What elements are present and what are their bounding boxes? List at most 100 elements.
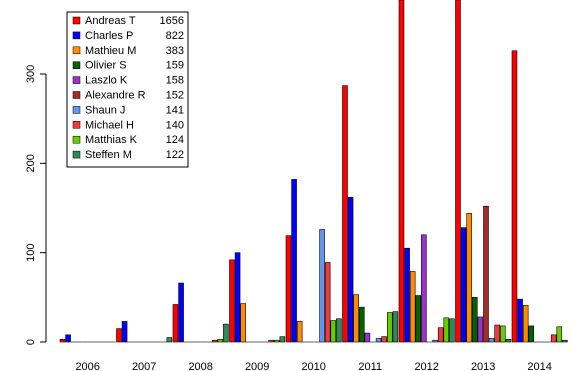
bar-michael-h-2011 [381, 336, 387, 343]
bar-charles-p-2007 [121, 321, 128, 343]
legend-label-shaun-j: Shaun J [85, 104, 125, 116]
bar-michael-h-2012 [437, 327, 444, 343]
bar-shaun-j-2010 [319, 229, 325, 343]
y-tick-label-300: 300 [25, 65, 37, 83]
bar-matthias-k-2014 [556, 326, 563, 343]
bar-matthias-k-2013 [499, 325, 506, 343]
legend-label-laszlo-k: Laszlo K [85, 75, 128, 87]
legend-total-laszlo-k: 158 [166, 75, 184, 87]
x-tick-label-2008: 2008 [188, 361, 212, 371]
y-axis: 0 100 200 300 [25, 65, 47, 345]
x-tick-label-2007: 2007 [132, 361, 156, 371]
bar-andreas-t-2012 [398, 0, 405, 343]
legend: Andreas T 1656 Charles P 822 Mathieu M 383 Oli… [66, 11, 189, 168]
bar-michael-h-2008 [211, 339, 218, 343]
legend-swatch-steffen-m [72, 150, 81, 159]
bar-charles-p-2013 [460, 227, 467, 343]
legend-total-andreas-t: 1656 [160, 15, 184, 27]
bar-charles-p-2010 [291, 179, 297, 343]
bar-charles-p-2011 [347, 196, 354, 343]
bar-charles-p-2014 [517, 298, 523, 343]
x-tick-label-2014: 2014 [527, 361, 551, 371]
bar-matthias-k-2009 [273, 339, 280, 343]
legend-total-michael-h: 140 [166, 119, 184, 131]
bar-andreas-t-2010 [285, 235, 292, 343]
bar-steffen-m-2014 [562, 339, 568, 343]
legend-total-shaun-j: 141 [166, 104, 184, 116]
bar-matthias-k-2008 [217, 339, 224, 343]
legend-total-olivier-s: 159 [166, 60, 184, 72]
bar-mathieu-m-2013 [466, 213, 472, 343]
bar-shaun-j-2012 [432, 339, 438, 343]
legend-swatch-andreas-t [72, 16, 81, 25]
bar-steffen-m-2013 [505, 339, 512, 343]
legend-swatch-matthias-k [72, 135, 81, 144]
x-tick-label-2009: 2009 [245, 361, 269, 371]
legend-swatch-shaun-j [72, 106, 81, 114]
bar-mathieu-m-2012 [409, 271, 416, 343]
bar-charles-p-2009 [234, 252, 241, 343]
legend-swatch-laszlo-k [72, 76, 81, 84]
bar-michael-h-2014 [550, 334, 557, 343]
bar-steffen-m-2008 [223, 323, 229, 343]
legend-label-mathieu-m: Mathieu M [85, 45, 136, 57]
bar-andreas-t-2006 [59, 339, 66, 343]
bar-steffen-m-2007 [166, 337, 173, 343]
legend-label-matthias-k: Matthias K [85, 134, 138, 146]
bar-michael-h-2010 [324, 262, 331, 343]
x-tick-label-2006: 2006 [75, 361, 99, 371]
bar-mathieu-m-2009 [240, 303, 246, 343]
bar-matthias-k-2011 [386, 312, 393, 343]
bar-olivier-s-2014 [528, 325, 535, 343]
legend-label-steffen-m: Steffen M [85, 149, 132, 161]
bar-andreas-t-2013 [455, 0, 461, 343]
bar-olivier-s-2011 [358, 306, 365, 343]
legend-swatch-alexandre-r [72, 91, 81, 99]
bar-shaun-j-2013 [488, 338, 495, 343]
bar-olivier-s-2012 [415, 295, 422, 343]
bar-andreas-t-2014 [511, 50, 518, 343]
bar-andreas-t-2007 [116, 328, 122, 343]
bar-michael-h-2009 [268, 339, 274, 343]
bar-andreas-t-2011 [342, 85, 348, 343]
legend-label-charles-p: Charles P [85, 30, 133, 42]
y-tick-label-100: 100 [25, 243, 37, 261]
bar-steffen-m-2012 [449, 318, 455, 343]
legend-swatch-olivier-s [72, 61, 81, 69]
bars-group [59, 0, 568, 343]
legend-total-alexandre-r: 152 [166, 90, 184, 102]
bar-charles-p-2008 [178, 282, 184, 343]
legend-swatch-mathieu-m [72, 46, 81, 55]
legend-swatch-michael-h [72, 121, 81, 129]
bar-laszlo-k-2011 [364, 332, 371, 343]
bar-mathieu-m-2011 [353, 294, 359, 343]
bar-shaun-j-2011 [375, 338, 382, 343]
bar-charles-p-2006 [65, 334, 71, 343]
y-tick-label-0: 0 [25, 339, 37, 345]
bar-olivier-s-2013 [471, 297, 478, 343]
bar-charles-p-2012 [404, 247, 410, 343]
legend-total-steffen-m: 122 [166, 149, 184, 161]
x-tick-label-2013: 2013 [471, 361, 495, 371]
legend-total-charles-p: 822 [166, 30, 184, 42]
y-tick-label-200: 200 [25, 154, 37, 172]
legend-label-alexandre-r: Alexandre R [85, 90, 146, 102]
legend-swatch-charles-p [72, 31, 81, 40]
legend-label-michael-h: Michael H [85, 119, 134, 131]
bar-andreas-t-2008 [172, 304, 179, 343]
bar-mathieu-m-2014 [522, 305, 529, 343]
legend-label-olivier-s: Olivier S [85, 60, 127, 72]
bar-mathieu-m-2010 [296, 321, 303, 343]
bar-michael-h-2013 [494, 324, 500, 343]
legend-total-matthias-k: 124 [166, 134, 184, 146]
bar-steffen-m-2010 [336, 318, 342, 343]
x-tick-label-2011: 2011 [358, 361, 382, 371]
legend-total-mathieu-m: 383 [166, 45, 184, 57]
bar-alexandre-r-2013 [483, 205, 489, 343]
bar-laszlo-k-2013 [477, 316, 484, 343]
bar-steffen-m-2009 [279, 336, 286, 343]
bar-matthias-k-2012 [443, 317, 450, 343]
x-axis-labels: 2006 2007 2008 2009 2010 2011 2012 2013 2014 [75, 361, 551, 371]
x-tick-label-2012: 2012 [414, 361, 438, 371]
